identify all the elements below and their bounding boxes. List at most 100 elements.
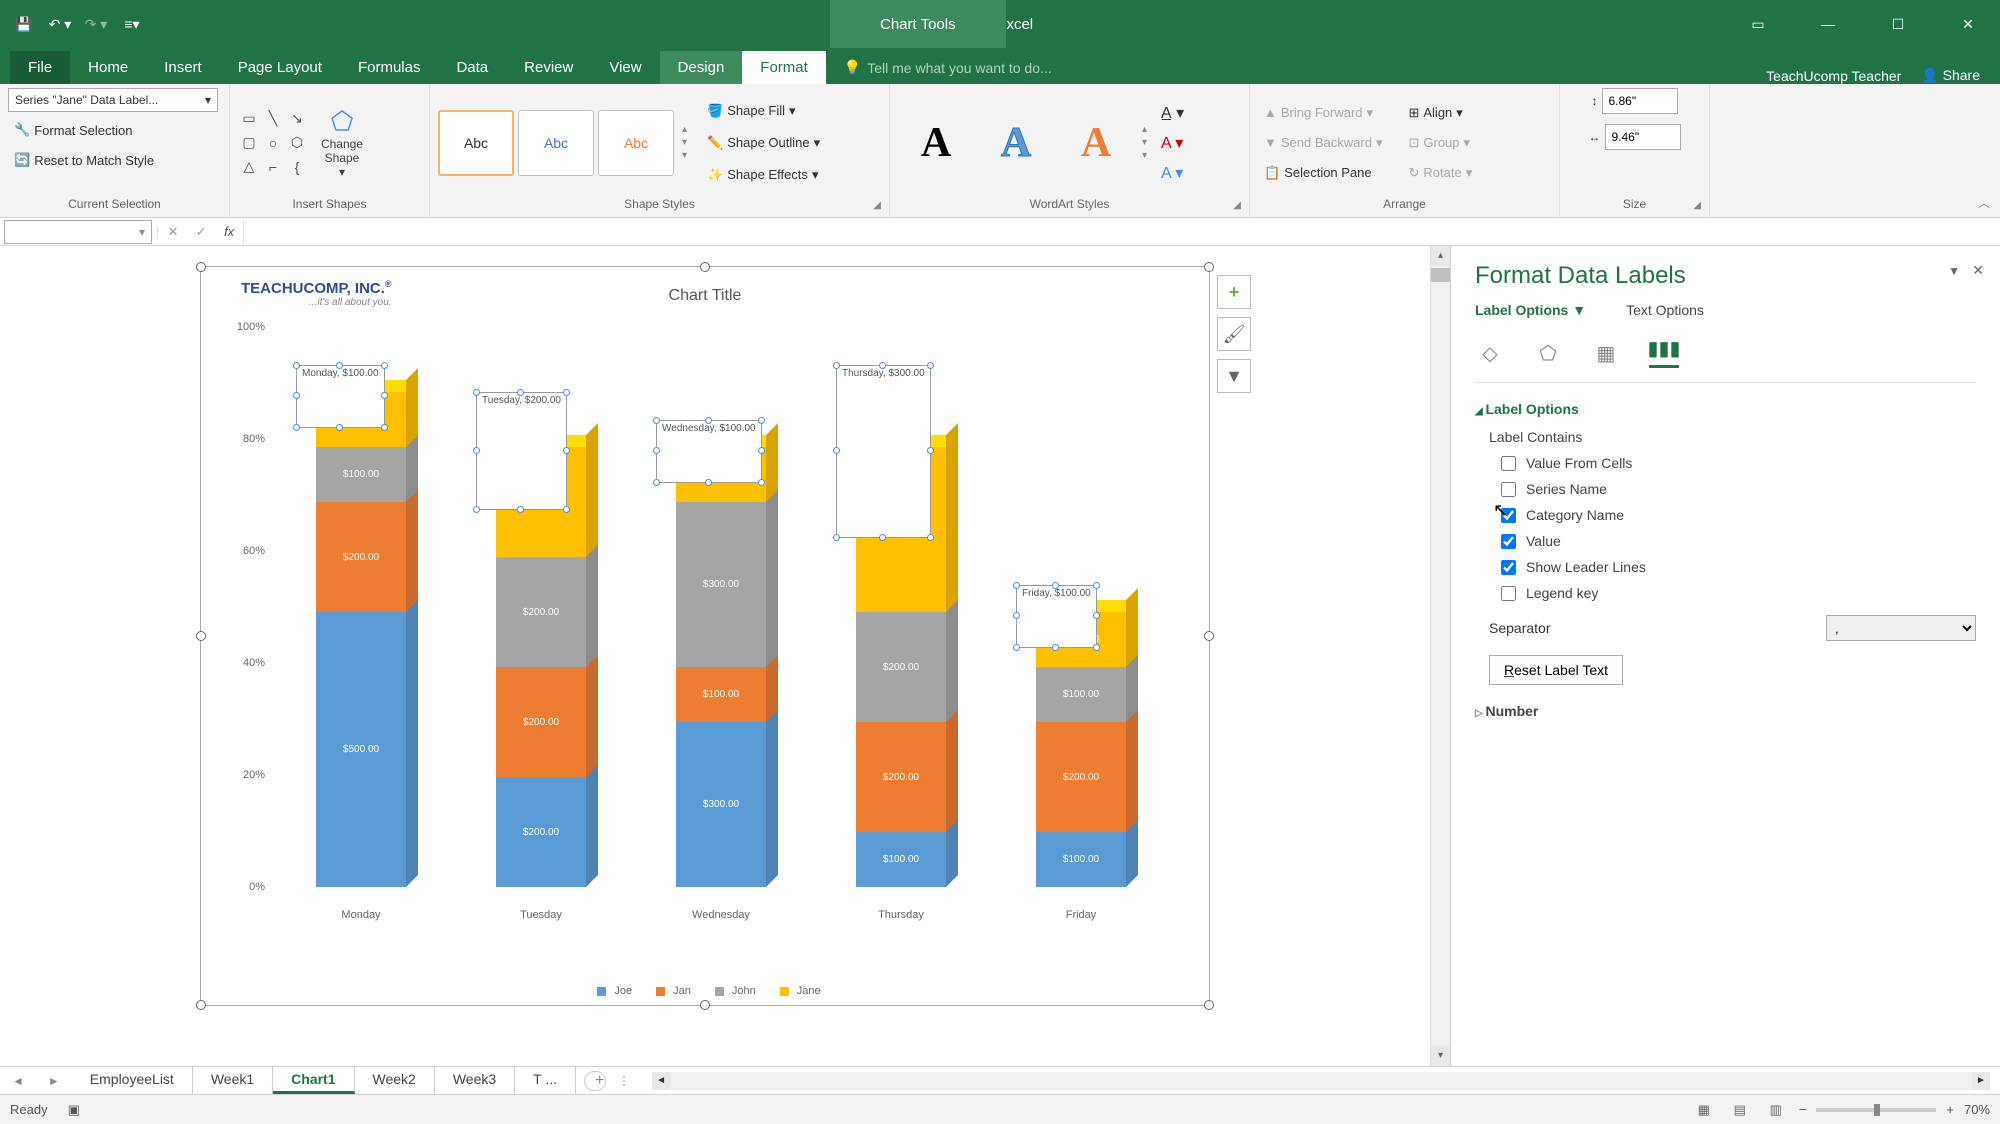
collapse-ribbon-icon[interactable]: ︿ [1978,194,1990,211]
text-effects-icon[interactable]: A ▾ [1161,163,1184,183]
pane-close-icon[interactable]: ✕ [1972,262,1984,279]
bar-segment[interactable]: $500.00 [316,612,406,887]
cancel-icon[interactable]: ✕ [159,224,187,240]
align-button[interactable]: ⊞ Align ▾ [1402,101,1478,125]
pane-tab-text-options[interactable]: Text Options [1626,302,1704,318]
data-label[interactable]: Tuesday, $200.00 [476,392,567,510]
bar-segment[interactable]: $300.00 [676,722,766,887]
style-gallery-down-icon[interactable]: ▾ [682,137,687,148]
tab-home[interactable]: Home [70,51,146,84]
undo-icon[interactable]: ↶ ▾ [46,10,74,38]
bar-segment[interactable]: $200.00 [856,612,946,722]
check-value[interactable]: Value [1501,533,1976,549]
page-layout-view-icon[interactable]: ▤ [1727,1099,1753,1121]
sheet-tab[interactable]: T ... [515,1067,576,1094]
shape-effects-button[interactable]: ✨ Shape Effects ▾ [701,163,826,187]
sheet-tab[interactable]: Week3 [435,1067,515,1094]
shape-style-1[interactable]: Abc [438,110,514,176]
maximize-icon[interactable]: ☐ [1878,10,1918,38]
enter-icon[interactable]: ✓ [187,224,215,240]
label-options-icon[interactable]: ▮▮▮ [1649,338,1679,368]
tab-data[interactable]: Data [438,51,506,84]
width-input[interactable] [1605,124,1681,150]
bar-segment[interactable]: $200.00 [856,722,946,832]
legend-item[interactable]: Joe [589,985,632,997]
pane-tab-label-options[interactable]: Label Options ▼ [1475,302,1586,318]
checkbox-legendKey[interactable] [1501,586,1516,601]
checkbox-categoryName[interactable] [1501,508,1516,523]
checkbox-value[interactable] [1501,534,1516,549]
change-shape-button[interactable]: ⬠ Change Shape▾ [312,106,372,179]
fx-icon[interactable]: fx [215,224,243,239]
checkbox-valueFromCells[interactable] [1501,456,1516,471]
sheet-tab[interactable]: EmployeeList [72,1067,193,1094]
bar-column[interactable]: $100.00$200.00$200.00$300.00Thursday, $3… [856,447,946,887]
style-gallery-more-icon[interactable]: ▾ [682,150,687,161]
share-button[interactable]: 👤 Share [1921,67,1980,84]
check-legendKey[interactable]: Legend key [1501,585,1976,601]
zoom-in-icon[interactable]: + [1946,1102,1954,1117]
normal-view-icon[interactable]: ▦ [1691,1099,1717,1121]
page-break-view-icon[interactable]: ▥ [1763,1099,1789,1121]
checkbox-showLeader[interactable] [1501,560,1516,575]
bar-segment[interactable]: $200.00 [316,502,406,612]
legend-item[interactable]: Jan [648,985,691,997]
customize-qat-icon[interactable]: ≡▾ [118,10,146,38]
send-backward-button[interactable]: ▼ Send Backward ▾ [1258,131,1388,155]
data-label[interactable]: Wednesday, $100.00 [656,420,762,483]
bring-forward-button[interactable]: ▲ Bring Forward ▾ [1258,101,1388,125]
ribbon-display-icon[interactable]: ▭ [1738,10,1778,38]
data-label[interactable]: Monday, $100.00 [296,365,385,428]
check-categoryName[interactable]: Category Name [1501,507,1976,523]
zoom-level[interactable]: 70% [1964,1102,1990,1117]
text-outline-icon[interactable]: A ▾ [1161,133,1184,153]
data-label[interactable]: Thursday, $300.00 [836,365,931,538]
effects-icon[interactable]: ⬠ [1533,338,1563,368]
zoom-slider[interactable] [1816,1108,1936,1112]
format-selection-button[interactable]: 🔧 Format Selection [8,118,138,142]
bar-column[interactable]: $200.00$200.00$200.00$200.00Tuesday, $20… [496,447,586,887]
height-input[interactable] [1602,88,1678,114]
legend-item[interactable]: John [707,985,756,997]
formula-input[interactable] [243,220,2000,244]
sheet-tab[interactable]: Chart1 [273,1067,354,1094]
section-number[interactable]: Number [1475,703,1976,719]
tab-format[interactable]: Format [742,51,826,84]
plot-area[interactable]: 0%20%40%60%80%100%$500.00$200.00$100.00$… [271,327,1171,917]
chart-elements-button[interactable]: + [1217,275,1251,309]
wordart-style-1[interactable]: A [898,110,974,176]
wordart-style-3[interactable]: A [1058,110,1134,176]
text-fill-icon[interactable]: A̲ ▾ [1161,103,1184,123]
check-valueFromCells[interactable]: Value From Cells [1501,455,1976,471]
bar-segment[interactable]: $100.00 [676,667,766,722]
data-label[interactable]: Friday, $100.00 [1016,585,1097,648]
user-name[interactable]: TeachUcomp Teacher [1766,68,1901,84]
chart-object[interactable]: TEACHUCOMP, INC.® ...it's all about you.… [200,266,1210,1006]
sheet-tab[interactable]: Week2 [355,1067,435,1094]
bar-segment[interactable]: $200.00 [1036,722,1126,832]
horizontal-scrollbar[interactable]: ◄► [652,1072,1990,1090]
zoom-out-icon[interactable]: − [1799,1102,1807,1117]
new-sheet-button[interactable]: + [584,1071,606,1091]
bar-segment[interactable]: $100.00 [856,832,946,887]
tell-me-search[interactable]: 💡 Tell me what you want to do... [826,51,1070,84]
shape-style-3[interactable]: Abc [598,110,674,176]
chart-filters-button[interactable]: ▼ [1217,359,1251,393]
shape-outline-button[interactable]: ✏️ Shape Outline ▾ [701,131,826,155]
tab-view[interactable]: View [591,51,659,84]
bar-segment[interactable]: $300.00 [676,502,766,667]
minimize-icon[interactable]: — [1808,10,1848,38]
sheet-tab[interactable]: Week1 [193,1067,273,1094]
bar-segment[interactable]: $100.00 [316,447,406,502]
tab-scroll-left-icon[interactable]: ◄ [0,1074,36,1088]
rotate-button[interactable]: ↻ Rotate ▾ [1402,161,1478,185]
bar-segment[interactable]: $200.00 [496,777,586,887]
check-showLeader[interactable]: Show Leader Lines [1501,559,1976,575]
size-launcher-icon[interactable]: ◢ [1693,200,1701,211]
bar-segment[interactable]: $100.00 [1036,832,1126,887]
size-props-icon[interactable]: ▦ [1591,338,1621,368]
tab-formulas[interactable]: Formulas [340,51,439,84]
check-seriesName[interactable]: Series Name [1501,481,1976,497]
tab-review[interactable]: Review [506,51,591,84]
reset-label-text-button[interactable]: Reset Label Text [1489,655,1623,685]
